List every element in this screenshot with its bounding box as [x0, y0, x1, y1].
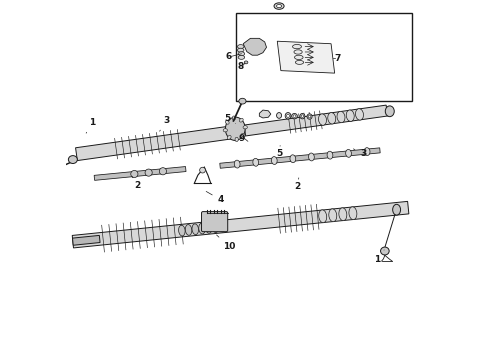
Ellipse shape — [346, 110, 354, 121]
Ellipse shape — [290, 155, 296, 163]
Ellipse shape — [232, 116, 236, 120]
Ellipse shape — [364, 148, 370, 156]
Text: 2: 2 — [132, 176, 141, 189]
Text: 7: 7 — [334, 54, 341, 63]
Polygon shape — [220, 148, 380, 168]
Ellipse shape — [287, 114, 290, 117]
Circle shape — [159, 168, 167, 175]
Ellipse shape — [293, 44, 301, 49]
Ellipse shape — [276, 113, 282, 118]
Ellipse shape — [274, 3, 284, 9]
Ellipse shape — [223, 129, 227, 132]
Ellipse shape — [240, 118, 243, 122]
Ellipse shape — [238, 52, 245, 56]
Ellipse shape — [225, 120, 229, 124]
Ellipse shape — [356, 109, 364, 120]
Ellipse shape — [392, 204, 400, 215]
Ellipse shape — [235, 137, 238, 141]
Ellipse shape — [345, 149, 351, 157]
Ellipse shape — [301, 115, 304, 117]
Ellipse shape — [308, 115, 311, 118]
FancyBboxPatch shape — [201, 212, 228, 232]
Ellipse shape — [185, 225, 192, 235]
Ellipse shape — [271, 157, 277, 165]
Text: 3: 3 — [160, 116, 169, 131]
Ellipse shape — [385, 106, 394, 117]
Ellipse shape — [307, 114, 312, 119]
Ellipse shape — [292, 113, 297, 119]
Ellipse shape — [337, 111, 345, 123]
Ellipse shape — [178, 225, 185, 236]
Bar — [236, 13, 412, 101]
Ellipse shape — [381, 247, 389, 255]
Ellipse shape — [227, 135, 231, 139]
Text: 9: 9 — [238, 134, 245, 143]
Ellipse shape — [295, 60, 304, 64]
Polygon shape — [243, 39, 267, 55]
Circle shape — [199, 167, 205, 173]
Ellipse shape — [205, 222, 212, 233]
Polygon shape — [72, 201, 409, 248]
Text: 6: 6 — [226, 52, 232, 61]
Polygon shape — [94, 167, 186, 180]
Ellipse shape — [294, 55, 303, 59]
Text: 5: 5 — [276, 145, 282, 158]
Ellipse shape — [300, 113, 305, 119]
Ellipse shape — [212, 222, 219, 233]
Ellipse shape — [253, 158, 259, 166]
Text: 10: 10 — [217, 235, 235, 251]
Ellipse shape — [243, 126, 247, 129]
Polygon shape — [277, 41, 335, 73]
Ellipse shape — [339, 208, 347, 221]
Ellipse shape — [318, 210, 327, 223]
Polygon shape — [244, 105, 388, 136]
Ellipse shape — [199, 223, 205, 234]
Text: 1: 1 — [374, 250, 384, 264]
Ellipse shape — [234, 160, 240, 168]
Ellipse shape — [276, 4, 282, 8]
Ellipse shape — [239, 98, 246, 104]
Circle shape — [131, 170, 138, 177]
Text: 2: 2 — [294, 178, 300, 191]
Ellipse shape — [238, 55, 245, 59]
Ellipse shape — [349, 207, 357, 220]
Ellipse shape — [225, 117, 245, 140]
Ellipse shape — [219, 221, 225, 232]
Text: 3: 3 — [353, 149, 367, 158]
Text: 1: 1 — [86, 118, 96, 133]
Ellipse shape — [329, 209, 337, 222]
Text: 4: 4 — [206, 192, 224, 204]
Ellipse shape — [309, 153, 314, 161]
Text: 8: 8 — [237, 62, 244, 71]
Ellipse shape — [69, 156, 77, 163]
Ellipse shape — [318, 114, 326, 125]
Ellipse shape — [242, 133, 245, 137]
Polygon shape — [73, 235, 100, 245]
Ellipse shape — [238, 48, 244, 52]
Circle shape — [145, 169, 152, 176]
Ellipse shape — [238, 45, 244, 49]
Circle shape — [49, 168, 56, 175]
Ellipse shape — [245, 61, 248, 64]
Ellipse shape — [328, 113, 336, 124]
Ellipse shape — [192, 224, 198, 235]
Text: 5: 5 — [224, 114, 235, 123]
Ellipse shape — [294, 50, 302, 54]
Polygon shape — [75, 126, 233, 161]
Ellipse shape — [285, 113, 291, 119]
Ellipse shape — [293, 115, 296, 117]
Ellipse shape — [327, 151, 333, 159]
Polygon shape — [259, 110, 271, 118]
